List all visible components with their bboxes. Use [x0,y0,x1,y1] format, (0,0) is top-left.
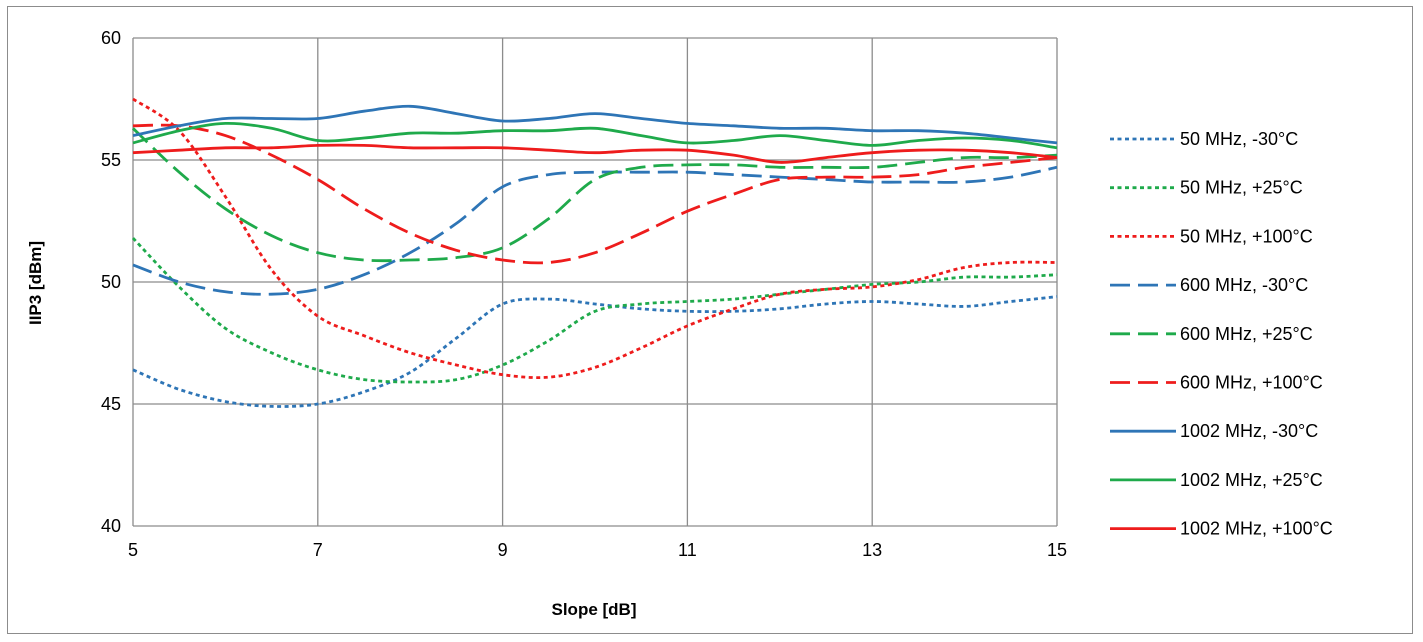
legend-label: 600 MHz, +25°C [1180,324,1313,344]
series-line [132,97,1058,380]
x-tick-label: 5 [128,540,138,560]
series-layer [131,97,1058,408]
x-tick-label: 15 [1047,540,1067,560]
y-tick-label: 45 [101,394,121,414]
legend-label: 600 MHz, +100°C [1180,373,1323,393]
y-tick-label: 60 [101,28,121,48]
y-axis-title: IIP3 [dBm] [26,241,45,325]
legend-label: 50 MHz, -30°C [1180,129,1298,149]
series-line [132,165,1058,296]
axis-layer: 5 7 9 11 13 15 40 45 50 55 60 [101,28,1067,560]
grid-layer [132,37,1058,527]
y-tick-label: 50 [101,272,121,292]
series-line [131,237,1058,384]
x-axis-title: Slope [dB] [552,600,637,619]
legend-label: 600 MHz, -30°C [1180,275,1308,295]
x-tick-label: 13 [862,540,882,560]
x-tick-label: 7 [313,540,323,560]
series-line [132,121,1058,150]
y-tick-label: 40 [101,516,121,536]
legend-label: 1002 MHz, +100°C [1180,519,1333,539]
legend-label: 50 MHz, +25°C [1180,178,1303,198]
series-line [132,143,1058,164]
series-line [132,295,1058,408]
legend-label: 1002 MHz, -30°C [1180,421,1318,441]
series-line [132,104,1058,145]
legend-label: 50 MHz, +100°C [1180,226,1313,246]
y-tick-label: 55 [101,150,121,170]
series-line [132,123,1058,265]
legend-label: 1002 MHz, +25°C [1180,470,1323,490]
x-tick-label: 9 [498,540,508,560]
chart-frame [7,6,1413,634]
legend: 50 MHz, -30°C 50 MHz, +25°C 50 MHz, +100°C… [1110,129,1333,539]
x-tick-label: 11 [678,540,697,560]
